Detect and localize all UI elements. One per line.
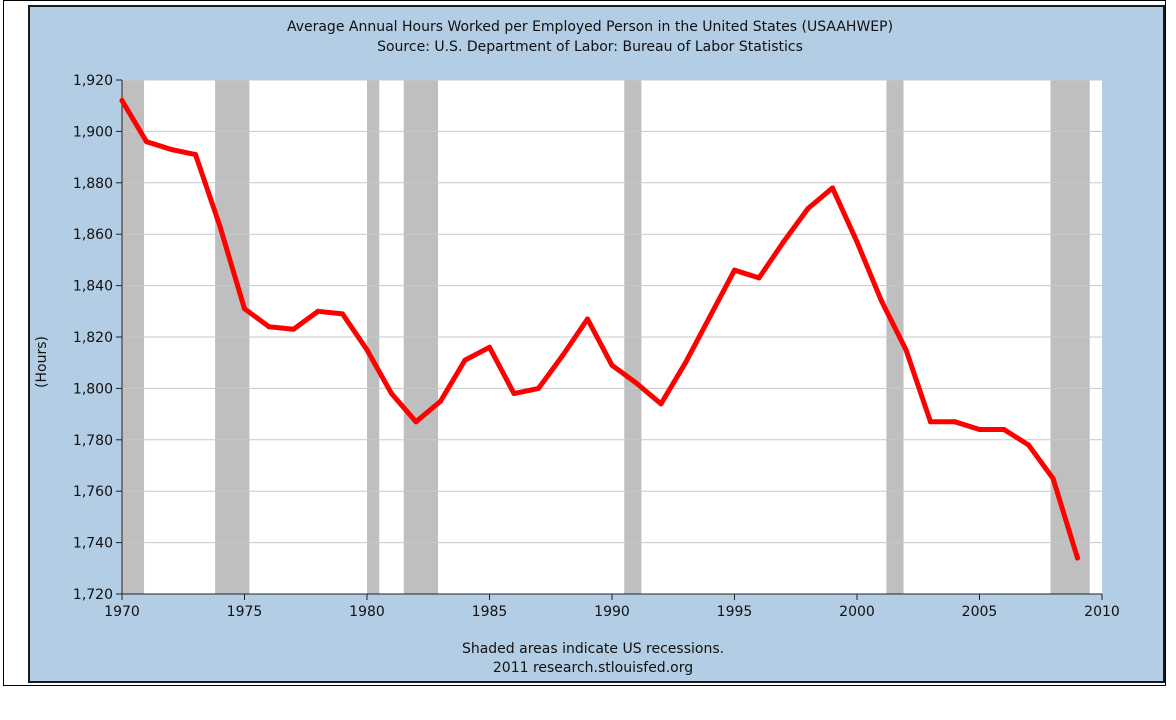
- data-point-1976: [266, 324, 272, 330]
- x-tick-label-1980: 1980: [349, 604, 385, 620]
- data-point-1999: [830, 185, 835, 191]
- data-point-2003: [928, 419, 933, 425]
- data-point-2001: [879, 298, 884, 304]
- data-point-1978: [315, 308, 321, 314]
- data-point-1979: [340, 311, 345, 317]
- data-point-2005: [977, 427, 982, 433]
- recession-footnote: Shaded areas indicate US recessions.: [462, 641, 724, 657]
- data-point-1973: [193, 152, 198, 158]
- y-tick-label-1880: 1,880: [73, 176, 113, 192]
- y-tick-label-1740: 1,740: [73, 536, 113, 552]
- data-point-1998: [805, 206, 811, 211]
- data-point-2009: [1075, 555, 1080, 561]
- data-point-1990: [609, 362, 615, 368]
- y-tick-label-1780: 1,780: [73, 433, 113, 449]
- data-point-1996: [756, 275, 762, 281]
- data-point-1987: [536, 385, 541, 391]
- data-point-1989: [585, 316, 590, 322]
- y-tick-label-1760: 1,760: [73, 484, 113, 500]
- axes: [116, 79, 1103, 600]
- data-point-1985: [487, 344, 492, 350]
- data-point-1972: [168, 146, 174, 152]
- data-point-1981: [389, 391, 394, 397]
- x-tick-label-1995: 1995: [717, 604, 753, 620]
- x-tick-label-2005: 2005: [962, 604, 998, 620]
- data-point-1993: [683, 360, 688, 366]
- data-point-1982: [413, 419, 419, 425]
- series-hours: [119, 98, 1080, 561]
- x-tick-label-1975: 1975: [227, 604, 263, 620]
- data-point-1997: [781, 239, 786, 245]
- x-tick-label-2000: 2000: [839, 604, 875, 620]
- data-point-1971: [144, 139, 149, 145]
- x-tick-label-1985: 1985: [472, 604, 508, 620]
- y-tick-label-1820: 1,820: [73, 330, 113, 346]
- data-point-1974: [217, 223, 223, 229]
- chart-title: Average Annual Hours Worked per Employed…: [287, 19, 893, 35]
- data-point-1994: [707, 313, 713, 319]
- series-line-0: [119, 98, 1080, 561]
- data-point-1991: [634, 380, 639, 386]
- chart-subtitle: Source: U.S. Department of Labor: Bureau…: [377, 39, 803, 55]
- grid-lines: [122, 79, 1102, 595]
- tick-labels: 1,720 1,740 1,760 1,780 1,800 1,820 1,840 1,860…: [73, 73, 1120, 620]
- data-point-1988: [560, 352, 566, 358]
- data-point-2004: [952, 419, 958, 425]
- y-tick-label-1860: 1,860: [73, 227, 113, 243]
- data-point-1995: [732, 267, 737, 273]
- data-point-1992: [658, 401, 664, 407]
- data-point-2002: [903, 347, 909, 353]
- data-point-1983: [438, 398, 443, 404]
- data-point-1977: [291, 326, 296, 332]
- y-tick-label-1900: 1,900: [73, 124, 113, 140]
- y-tick-label-1720: 1,720: [73, 587, 113, 603]
- y-tick-label-1840: 1,840: [73, 279, 113, 295]
- data-point-2007: [1026, 442, 1031, 448]
- data-point-1970: [119, 98, 125, 104]
- x-tick-label-1990: 1990: [594, 604, 630, 620]
- credit-text: 2011 research.stlouisfed.org: [493, 660, 693, 676]
- data-point-2008: [1050, 475, 1056, 481]
- y-axis-label: (Hours): [34, 336, 50, 388]
- y-tick-label-1920: 1,920: [73, 73, 113, 89]
- data-point-1986: [511, 391, 517, 397]
- data-point-2006: [1001, 427, 1007, 433]
- y-tick-label-1800: 1,800: [73, 381, 113, 397]
- data-point-1980: [364, 347, 370, 353]
- x-tick-label-1970: 1970: [104, 604, 140, 620]
- data-point-1975: [242, 306, 247, 312]
- data-point-1984: [462, 357, 468, 363]
- data-point-2000: [854, 239, 860, 245]
- x-tick-label-2010: 2010: [1084, 604, 1120, 620]
